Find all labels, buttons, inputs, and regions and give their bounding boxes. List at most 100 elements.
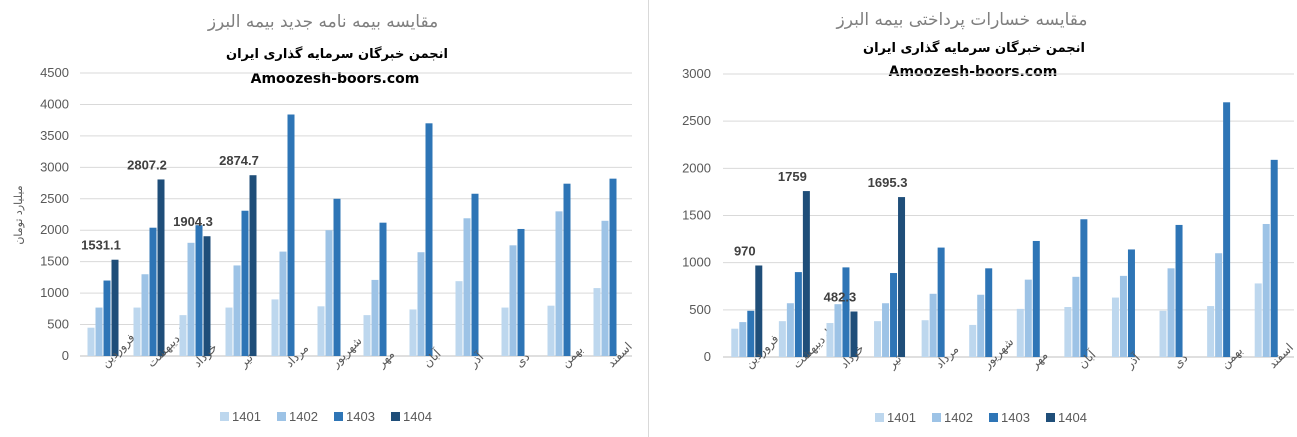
legend-swatch-1404 (391, 412, 400, 421)
bar-1403 (609, 178, 617, 356)
legend-label: 1402 (944, 410, 973, 425)
bar-1402 (187, 242, 195, 356)
y-tick-label: 3000 (40, 159, 69, 174)
bar-1401 (778, 321, 786, 357)
bar-1402 (601, 220, 609, 356)
bar-1403 (287, 114, 295, 356)
legend-label: 1403 (1001, 410, 1030, 425)
bar-1403 (1032, 240, 1040, 357)
chart-title: مقایسه بیمه نامه جدید بیمه البرز (207, 12, 438, 32)
legend-label: 1401 (887, 410, 916, 425)
bar-1403 (937, 247, 945, 357)
bar-1403 (1080, 219, 1088, 357)
bar-1401 (225, 307, 233, 356)
bar-1401 (1064, 307, 1072, 357)
y-tick-label: 1000 (40, 285, 69, 300)
y-axis-label: میلیارد تومان (12, 185, 25, 244)
bar-1403 (1175, 224, 1183, 357)
bar-1401 (87, 327, 95, 356)
bar-1401 (593, 288, 601, 356)
data-label: 1759 (778, 169, 807, 184)
bar-1404 (203, 236, 211, 356)
legend-swatch-1401 (875, 413, 884, 422)
bar-1401 (547, 305, 555, 356)
data-label: 1695.3 (868, 175, 908, 190)
bar-1404 (249, 175, 257, 356)
bar-1402 (1119, 275, 1127, 357)
bar-1403 (333, 198, 341, 356)
bar-1402 (834, 304, 842, 357)
y-tick-label: 1000 (682, 255, 711, 270)
bar-1403 (425, 123, 433, 356)
data-label: 1904.3 (173, 214, 213, 229)
data-label: 970 (734, 243, 756, 258)
y-tick-label: 4000 (40, 96, 69, 111)
bar-1401 (874, 321, 882, 357)
bar-1403 (563, 183, 571, 356)
legend-swatch-1401 (220, 412, 229, 421)
bar-1404 (157, 179, 165, 356)
bar-1403 (985, 268, 993, 357)
bar-1402 (1262, 223, 1270, 357)
legend-swatch-1402 (277, 412, 286, 421)
watermark-text: Amoozesh-boors.com (251, 71, 420, 87)
claims-chart: مقایسه خسارات پرداختی بیمه البرز انجمن خب… (682, 10, 1296, 425)
bar-1402 (1167, 268, 1175, 357)
bar-1403 (747, 310, 755, 357)
legend-label: 1402 (289, 409, 318, 424)
bar-1403 (195, 225, 203, 356)
bar-1402 (555, 211, 563, 356)
bar-1402 (509, 245, 517, 356)
bar-1402 (279, 251, 287, 356)
bar-1403 (149, 227, 157, 356)
data-label: 482.3 (824, 290, 857, 305)
legend-swatch-1403 (334, 412, 343, 421)
bar-1403 (842, 267, 850, 357)
bar-1403 (471, 193, 479, 356)
bar-1401 (363, 315, 371, 356)
y-tick-label: 3000 (682, 66, 711, 81)
bar-1401 (409, 309, 417, 356)
bar-1401 (1254, 283, 1262, 357)
bar-1402 (417, 252, 425, 356)
premium-chart: مقایسه بیمه نامه جدید بیمه البرز انجمن خب… (12, 12, 635, 424)
bar-1402 (463, 218, 471, 356)
data-label: 2874.7 (219, 153, 259, 168)
y-tick-label: 2500 (40, 191, 69, 206)
bar-1401 (317, 306, 325, 356)
bar-1402 (1024, 279, 1032, 357)
bar-1402 (325, 230, 333, 356)
bar-1402 (141, 274, 149, 356)
bar-1403 (517, 228, 525, 356)
y-tick-label: 500 (689, 302, 711, 317)
y-tick-label: 0 (62, 348, 69, 363)
legend-label: 1401 (232, 409, 261, 424)
bar-1401 (1159, 310, 1167, 357)
bar-1402 (1215, 253, 1223, 357)
x-category-label: اسفند (1265, 340, 1296, 371)
bar-1403 (241, 210, 249, 356)
x-category-label: شهریور (328, 334, 366, 372)
bar-1401 (969, 324, 977, 357)
bar-1402 (739, 322, 747, 357)
bar-1404 (755, 265, 763, 357)
data-label: 1531.1 (81, 238, 121, 253)
panel-divider (648, 0, 649, 437)
chart-subtitle: انجمن خبرگان سرمایه گذاری ایران (863, 40, 1085, 56)
bar-1401 (731, 328, 739, 357)
bar-1402 (95, 307, 103, 356)
y-tick-label: 0 (704, 349, 711, 364)
bar-1401 (1016, 308, 1024, 357)
legend-swatch-1403 (989, 413, 998, 422)
bar-1402 (1072, 276, 1080, 357)
bar-1401 (455, 281, 463, 356)
bar-1401 (921, 320, 929, 357)
bar-1401 (271, 299, 279, 356)
chart-title: مقایسه خسارات پرداختی بیمه البرز (836, 10, 1088, 30)
premium-chart-panel: مقایسه بیمه نامه جدید بیمه البرز انجمن خب… (0, 0, 648, 437)
bar-1403 (379, 222, 387, 356)
legend-label: 1404 (403, 409, 432, 424)
bar-1404 (111, 259, 119, 356)
y-tick-label: 1500 (682, 208, 711, 223)
bar-1401 (826, 323, 834, 357)
